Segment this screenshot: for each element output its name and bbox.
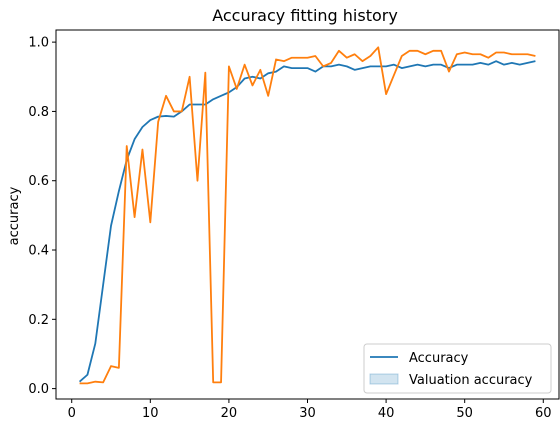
series-line-1	[80, 47, 536, 383]
y-tick-label: 0.8	[28, 105, 49, 120]
y-tick-label: 0.4	[28, 244, 49, 259]
y-tick-label: 0.6	[28, 174, 49, 189]
x-tick-label: 20	[221, 406, 238, 421]
x-tick-label: 60	[535, 406, 552, 421]
x-tick-label: 10	[142, 406, 159, 421]
y-axis-label: accuracy	[7, 186, 22, 245]
series-line-0	[80, 61, 536, 382]
x-tick-label: 50	[456, 406, 473, 421]
legend-valuation-swatch	[370, 374, 398, 384]
y-tick-label: 0.2	[28, 313, 49, 328]
y-tick-label: 1.0	[28, 36, 49, 51]
x-tick-label: 40	[378, 406, 395, 421]
x-tick-label: 0	[68, 406, 76, 421]
x-tick-label: 30	[299, 406, 316, 421]
y-tick-label: 0.0	[28, 382, 49, 397]
series-group	[80, 47, 536, 383]
legend-valuation-label: Valuation accuracy	[409, 373, 533, 388]
chart-title: Accuracy fitting history	[212, 6, 398, 25]
legend: Accuracy Valuation accuracy	[364, 344, 551, 393]
legend-accuracy-label: Accuracy	[409, 351, 469, 366]
